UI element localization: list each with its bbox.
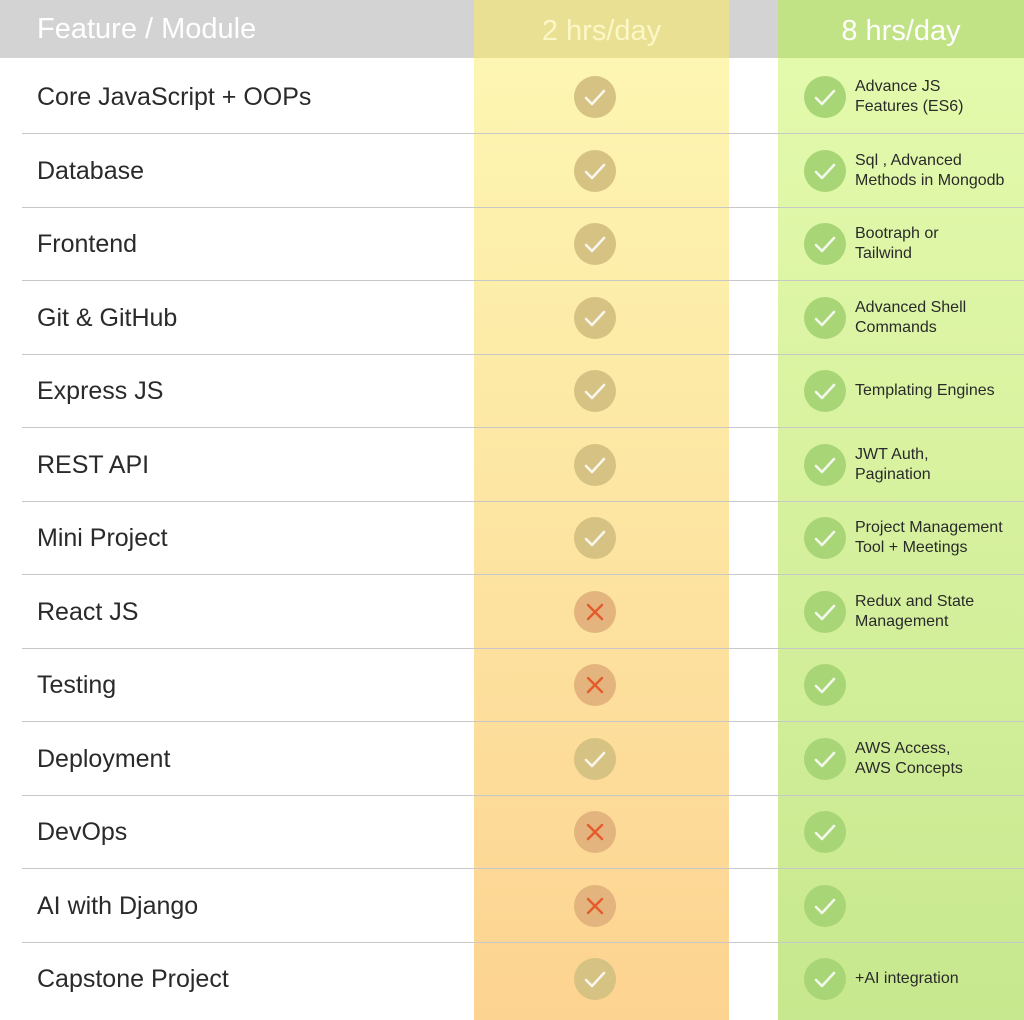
plan-8h-note: Templating Engines — [855, 382, 995, 399]
row-divider — [22, 794, 1024, 796]
check-icon — [804, 958, 846, 1000]
feature-label: Testing — [37, 671, 117, 699]
table-row: Testing — [0, 648, 1024, 722]
plan-8h-note: Bootraph or Tailwind — [855, 225, 939, 262]
cross-icon — [574, 884, 616, 927]
check-icon — [574, 517, 616, 559]
table-row: Git & GitHub Advanced Shell Commands — [0, 281, 1024, 355]
check-icon — [574, 443, 616, 486]
plan-8h-note — [855, 795, 1023, 869]
table-row: REST API JWT Auth, Pagination — [0, 428, 1024, 502]
check-icon — [574, 958, 616, 1000]
table-row: Database Sql , Advanced Methods in Mongod… — [0, 134, 1024, 208]
feature-label: Database — [37, 156, 145, 185]
check-icon — [574, 370, 616, 412]
row-divider — [22, 721, 1024, 722]
plan-8h-note: Advance JS Features (ES6) — [855, 78, 964, 115]
cross-icon — [574, 664, 616, 706]
feature-label: AI with Django — [37, 891, 199, 920]
plan-8h-note: JWT Auth, Pagination — [855, 445, 931, 483]
plan-2h-header: 2 hrs/day — [541, 15, 662, 47]
plan-8h-note — [855, 869, 1023, 943]
table-row: Core JavaScript + OOPs Advance JS Feature… — [0, 60, 1024, 134]
plan-8h-note — [855, 648, 1023, 722]
table-row: DevOps — [0, 795, 1024, 869]
plan-8h-note: +AI integration — [855, 970, 959, 987]
feature-label: Frontend — [37, 230, 138, 258]
plan-8h-header: 8 hrs/day — [841, 15, 961, 47]
feature-label: Mini Project — [37, 524, 168, 552]
table-row: AI with Django — [0, 869, 1024, 943]
row-divider — [22, 647, 1024, 649]
row-divider — [22, 280, 1024, 281]
row-divider — [22, 941, 1024, 943]
check-icon — [804, 370, 846, 412]
check-icon — [574, 149, 616, 192]
check-icon — [804, 664, 846, 706]
check-icon — [804, 517, 846, 559]
check-icon — [804, 443, 846, 486]
plan-8h-note: Redux and State Management — [855, 592, 975, 630]
check-icon — [804, 590, 846, 633]
check-icon — [574, 737, 616, 780]
row-divider — [22, 574, 1024, 575]
plan-8h-header-bg — [778, 0, 1024, 58]
check-icon — [804, 76, 846, 118]
table-row: Express JS Templating Engines — [0, 354, 1024, 428]
feature-label: REST API — [37, 450, 150, 479]
check-icon — [804, 811, 846, 853]
table-row: Frontend Bootraph or Tailwind — [0, 207, 1024, 281]
check-icon — [574, 223, 616, 265]
table-row: Mini Project Project Management Tool + Me… — [0, 501, 1024, 575]
feature-label: Express JS — [37, 377, 164, 405]
row-divider — [22, 353, 1024, 355]
table-row: React JS Redux and State Management — [0, 575, 1024, 649]
feature-label: DevOps — [37, 818, 128, 846]
row-divider — [22, 133, 1024, 134]
cross-icon — [574, 590, 616, 633]
feature-label: Deployment — [37, 744, 171, 773]
plan-8h-note: Project Management Tool + Meetings — [855, 519, 1003, 556]
check-icon — [804, 223, 846, 265]
check-icon — [804, 296, 846, 339]
row-divider — [22, 206, 1024, 208]
plan-2h-header-bg — [474, 0, 729, 58]
check-icon — [574, 296, 616, 339]
feature-label: Capstone Project — [37, 965, 229, 993]
cross-icon — [574, 811, 616, 853]
table-row: Deployment AWS Access, AWS Concepts — [0, 722, 1024, 796]
row-divider — [22, 868, 1024, 869]
check-icon — [804, 884, 846, 927]
table-row: Capstone Project +AI integration — [0, 942, 1024, 1016]
feature-column-header: Feature / Module — [37, 13, 257, 45]
check-icon — [574, 76, 616, 118]
check-icon — [804, 737, 846, 780]
check-icon — [804, 149, 846, 192]
row-divider — [22, 427, 1024, 428]
feature-label: React JS — [37, 597, 139, 626]
row-divider — [22, 500, 1024, 502]
plan-8h-note: Sql , Advanced Methods in Mongodb — [855, 151, 1005, 189]
feature-label: Core JavaScript + OOPs — [37, 83, 312, 111]
plan-8h-note: Advanced Shell Commands — [855, 298, 967, 336]
feature-label: Git & GitHub — [37, 303, 178, 332]
plan-8h-note: AWS Access, AWS Concepts — [855, 739, 963, 777]
